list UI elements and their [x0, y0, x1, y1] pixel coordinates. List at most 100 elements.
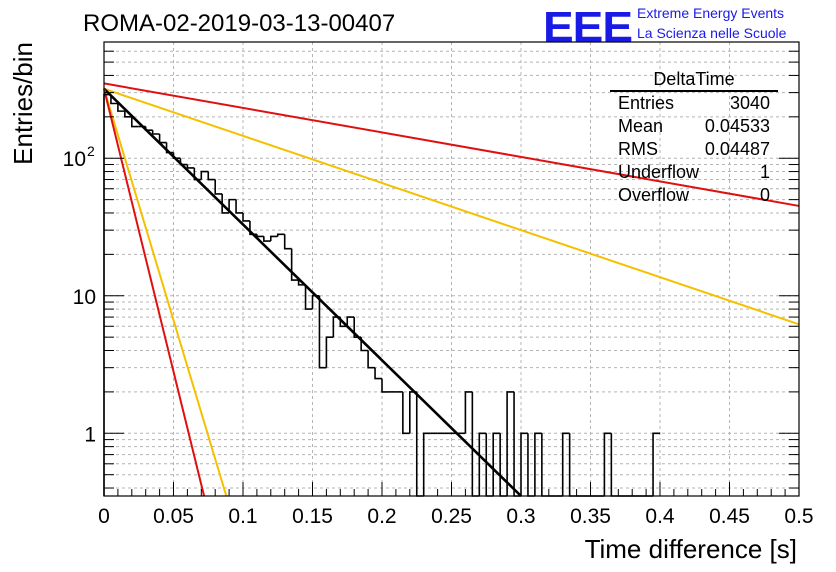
- reference-curve-red: [103, 82, 800, 207]
- histogram-bin: [158, 134, 167, 144]
- histogram-bin: [124, 111, 132, 118]
- histogram-bin: [346, 316, 355, 327]
- histogram-bin: [561, 432, 570, 496]
- histogram-bin: [228, 198, 237, 213]
- histogram-bin: [200, 170, 209, 180]
- histogram-bin: [568, 433, 577, 497]
- x-tick-label: 0.35: [570, 505, 611, 528]
- histogram-bin: [151, 130, 160, 135]
- logo-line-2: La Scienza nelle Scuole: [637, 25, 787, 41]
- y-tick-label: 10: [63, 148, 86, 171]
- histogram-bin: [165, 142, 174, 154]
- histogram-bin: [471, 391, 480, 497]
- x-axis-label: Time difference [s]: [585, 534, 797, 564]
- x-tick-label: 0.2: [367, 505, 396, 528]
- histogram-bin: [276, 233, 285, 237]
- histogram-bin: [172, 152, 181, 160]
- y-tick-exponent: 2: [87, 143, 95, 159]
- stats-row: RMS 0.04487: [610, 138, 778, 161]
- stats-value: 1: [759, 162, 770, 182]
- stats-title: DeltaTime: [610, 68, 778, 92]
- stats-box: DeltaTime Entries 3040 Mean 0.04533 RMS …: [610, 68, 778, 207]
- histogram-bin: [186, 164, 195, 169]
- stats-value: 0: [759, 185, 770, 205]
- stats-value: 0.04533: [704, 116, 770, 136]
- x-tick-label: 0.5: [784, 505, 813, 528]
- y-tick-label: 1: [84, 423, 96, 446]
- histogram-bin: [144, 126, 153, 131]
- histogram-bin: [290, 248, 299, 281]
- histogram-bin: [214, 179, 223, 195]
- histogram-bin: [478, 432, 487, 496]
- x-tick-label: 0.45: [709, 505, 750, 528]
- histogram-bin: [499, 433, 508, 497]
- histogram-bin: [235, 199, 243, 214]
- x-tick-label: 0.1: [228, 505, 257, 528]
- stats-value: 3040: [729, 93, 770, 113]
- histogram-bin: [360, 337, 369, 352]
- histogram-bin: [422, 432, 431, 496]
- histogram-bin: [603, 432, 612, 496]
- histogram-bin: [304, 284, 313, 310]
- chart-title: ROMA-02-2019-03-13-00407: [83, 10, 396, 37]
- histogram-bin: [527, 433, 535, 497]
- histogram-bin: [652, 432, 660, 496]
- histogram-bin: [311, 294, 320, 310]
- histogram-bin: [110, 94, 118, 105]
- histogram-bin: [249, 220, 257, 236]
- histogram-bin: [325, 336, 334, 368]
- stats-label: Underflow: [618, 162, 700, 182]
- histogram-bin: [353, 317, 362, 338]
- histogram-bin: [332, 316, 341, 338]
- histogram-bin: [297, 280, 306, 286]
- axis-tick-labels: 0 0.05 0.1 0.15 0.2 0.25 0.3 0.35 0.4 0.45 0.51101…: [63, 143, 814, 528]
- histogram-bin: [318, 295, 327, 369]
- histogram-bin: [381, 378, 389, 393]
- x-tick-label: 0.4: [645, 505, 675, 528]
- histogram-bin: [534, 432, 542, 496]
- stats-label: Entries: [618, 93, 675, 113]
- x-tick-label: 0: [98, 505, 110, 528]
- x-tick-label: 0.3: [506, 505, 535, 528]
- histogram-bin: [179, 158, 188, 166]
- histogram-bin: [263, 236, 271, 242]
- histogram-bin: [283, 234, 292, 250]
- histogram-bin: [610, 433, 619, 497]
- histogram-bin: [492, 432, 501, 496]
- x-tick-label: 0.05: [153, 505, 194, 528]
- histogram-bin: [464, 391, 473, 434]
- histogram-bin: [131, 116, 139, 128]
- stats-row: Underflow 1: [610, 161, 778, 184]
- histogram-bin: [193, 167, 202, 181]
- histogram-bin: [513, 391, 521, 497]
- reference-curve-orange: [103, 87, 800, 326]
- histogram-bin: [242, 212, 250, 222]
- y-axis-label: Entries/bin: [8, 42, 38, 165]
- x-tick-label: 0.15: [292, 505, 333, 528]
- stats-row: Mean 0.04533: [610, 115, 778, 138]
- stats-row: Entries 3040: [610, 92, 778, 115]
- x-tick-label: 0.25: [431, 505, 472, 528]
- logo-line-1: Extreme Energy Events: [637, 5, 785, 21]
- stats-label: Overflow: [618, 185, 690, 205]
- histogram-bin: [221, 193, 230, 214]
- histogram-bin: [520, 432, 528, 496]
- stats-label: RMS: [618, 139, 658, 159]
- eee-logo: EEE: [543, 2, 633, 51]
- stats-row: Overflow 0: [610, 184, 778, 207]
- histogram-bin: [256, 234, 264, 238]
- histogram-bin: [270, 235, 278, 242]
- histogram-bin: [402, 391, 410, 435]
- histogram-bin: [339, 317, 348, 328]
- histogram-bin: [541, 433, 549, 497]
- stats-value: 0.04487: [704, 139, 770, 159]
- histogram-bin: [207, 171, 216, 181]
- reference-curve-red: [103, 88, 206, 497]
- axis-ticks: [103, 41, 800, 496]
- histogram-bin: [374, 367, 382, 380]
- histogram-bin: [415, 391, 424, 497]
- histogram-bin: [506, 391, 515, 496]
- stats-label: Mean: [618, 116, 664, 136]
- histogram-bin: [409, 391, 417, 434]
